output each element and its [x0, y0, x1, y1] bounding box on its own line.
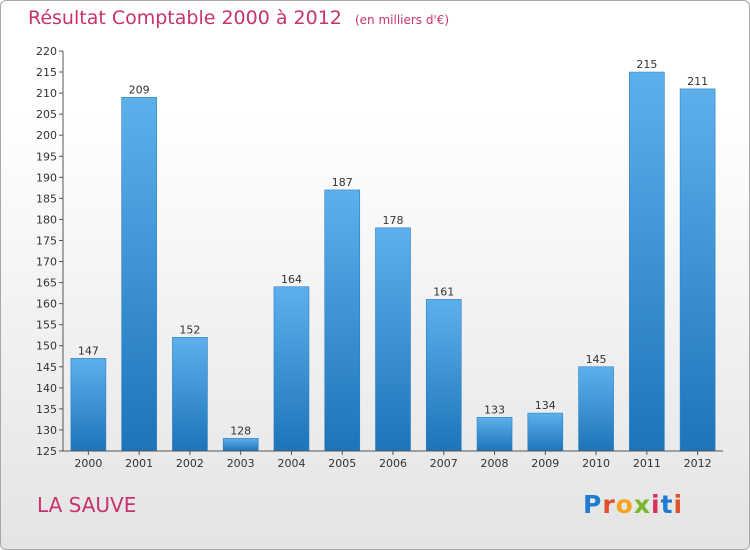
- x-tick-label-2003: 2003: [227, 457, 255, 470]
- value-label-2003: 128: [230, 424, 251, 437]
- value-label-2009: 134: [535, 399, 556, 412]
- value-label-2012: 211: [687, 75, 708, 88]
- logo-letter: o: [615, 490, 634, 519]
- y-tick-label-130: 130: [36, 424, 57, 437]
- logo-letter: x: [633, 490, 651, 519]
- logo-letter: P: [583, 490, 603, 519]
- value-label-2004: 164: [281, 273, 302, 286]
- value-label-2006: 178: [383, 214, 404, 227]
- y-tick-label-160: 160: [36, 298, 57, 311]
- bar-2003: [222, 438, 259, 452]
- labels-layer: 147 2000 209 2001 152 2002 128 2003 164 2004 187 20…: [36, 45, 712, 470]
- x-tick-label-2006: 2006: [379, 457, 407, 470]
- x-tick-label-2009: 2009: [531, 457, 559, 470]
- y-tick-label-200: 200: [36, 129, 57, 142]
- value-label-2002: 152: [179, 323, 200, 336]
- value-label-2005: 187: [332, 176, 353, 189]
- axis-layer: [59, 50, 723, 455]
- location-label: LA SAUVE: [37, 493, 137, 517]
- bar-2008: [476, 417, 513, 452]
- x-tick-label-2000: 2000: [74, 457, 102, 470]
- bars-layer: [70, 71, 716, 452]
- logo-letter: i: [651, 490, 661, 519]
- bar-2011: [629, 71, 665, 452]
- logo-letter: i: [673, 490, 684, 519]
- x-tick-label-2004: 2004: [277, 457, 305, 470]
- bar-2007: [425, 299, 462, 452]
- value-label-2011: 215: [636, 58, 657, 71]
- y-tick-label-190: 190: [36, 171, 57, 184]
- value-label-2007: 161: [433, 285, 454, 298]
- bar-2010: [578, 366, 614, 452]
- y-tick-label-185: 185: [36, 192, 57, 205]
- x-tick-label-2012: 2012: [684, 457, 712, 470]
- x-tick-label-2011: 2011: [633, 457, 661, 470]
- y-tick-label-150: 150: [36, 340, 57, 353]
- x-tick-label-2005: 2005: [328, 457, 356, 470]
- x-tick-label-2002: 2002: [176, 457, 204, 470]
- bar-2004: [273, 286, 310, 452]
- bar-2001: [121, 97, 157, 452]
- bar-2006: [375, 227, 411, 452]
- x-tick-label-2007: 2007: [430, 457, 458, 470]
- y-tick-label-180: 180: [36, 213, 57, 226]
- y-tick-label-205: 205: [36, 108, 57, 121]
- value-label-2010: 145: [586, 353, 607, 366]
- value-label-2008: 133: [484, 403, 505, 416]
- x-tick-label-2008: 2008: [481, 457, 509, 470]
- logo-letter: r: [602, 490, 616, 519]
- bar-2012: [679, 88, 716, 452]
- value-label-2001: 209: [129, 83, 150, 96]
- y-tick-label-145: 145: [36, 361, 57, 374]
- chart-unit: (en milliers d'€): [354, 13, 450, 27]
- chart-title-row: Résultat Comptable 2000 à 2012 (en milli…: [28, 7, 449, 29]
- bar-2000: [70, 358, 107, 452]
- y-tick-label-170: 170: [36, 256, 57, 269]
- chart-title: Résultat Comptable 2000 à 2012: [28, 7, 342, 29]
- y-tick-label-210: 210: [36, 87, 57, 100]
- bar-2002: [172, 337, 208, 452]
- y-tick-label-135: 135: [36, 403, 57, 416]
- x-tick-label-2010: 2010: [582, 457, 610, 470]
- bar-2009: [527, 412, 564, 452]
- y-tick-label-165: 165: [36, 277, 57, 290]
- value-label-2000: 147: [78, 344, 99, 357]
- proxiti-logo: Proxiti: [583, 490, 683, 519]
- y-tick-label-175: 175: [36, 234, 57, 247]
- y-tick-label-125: 125: [36, 445, 57, 458]
- logo-letter: t: [660, 490, 674, 519]
- y-tick-label-195: 195: [36, 150, 57, 163]
- y-tick-label-155: 155: [36, 319, 57, 332]
- y-tick-label-220: 220: [36, 45, 57, 58]
- y-tick-label-215: 215: [36, 66, 57, 79]
- bar-2005: [324, 189, 361, 452]
- y-tick-label-140: 140: [36, 382, 57, 395]
- x-tick-label-2001: 2001: [125, 457, 153, 470]
